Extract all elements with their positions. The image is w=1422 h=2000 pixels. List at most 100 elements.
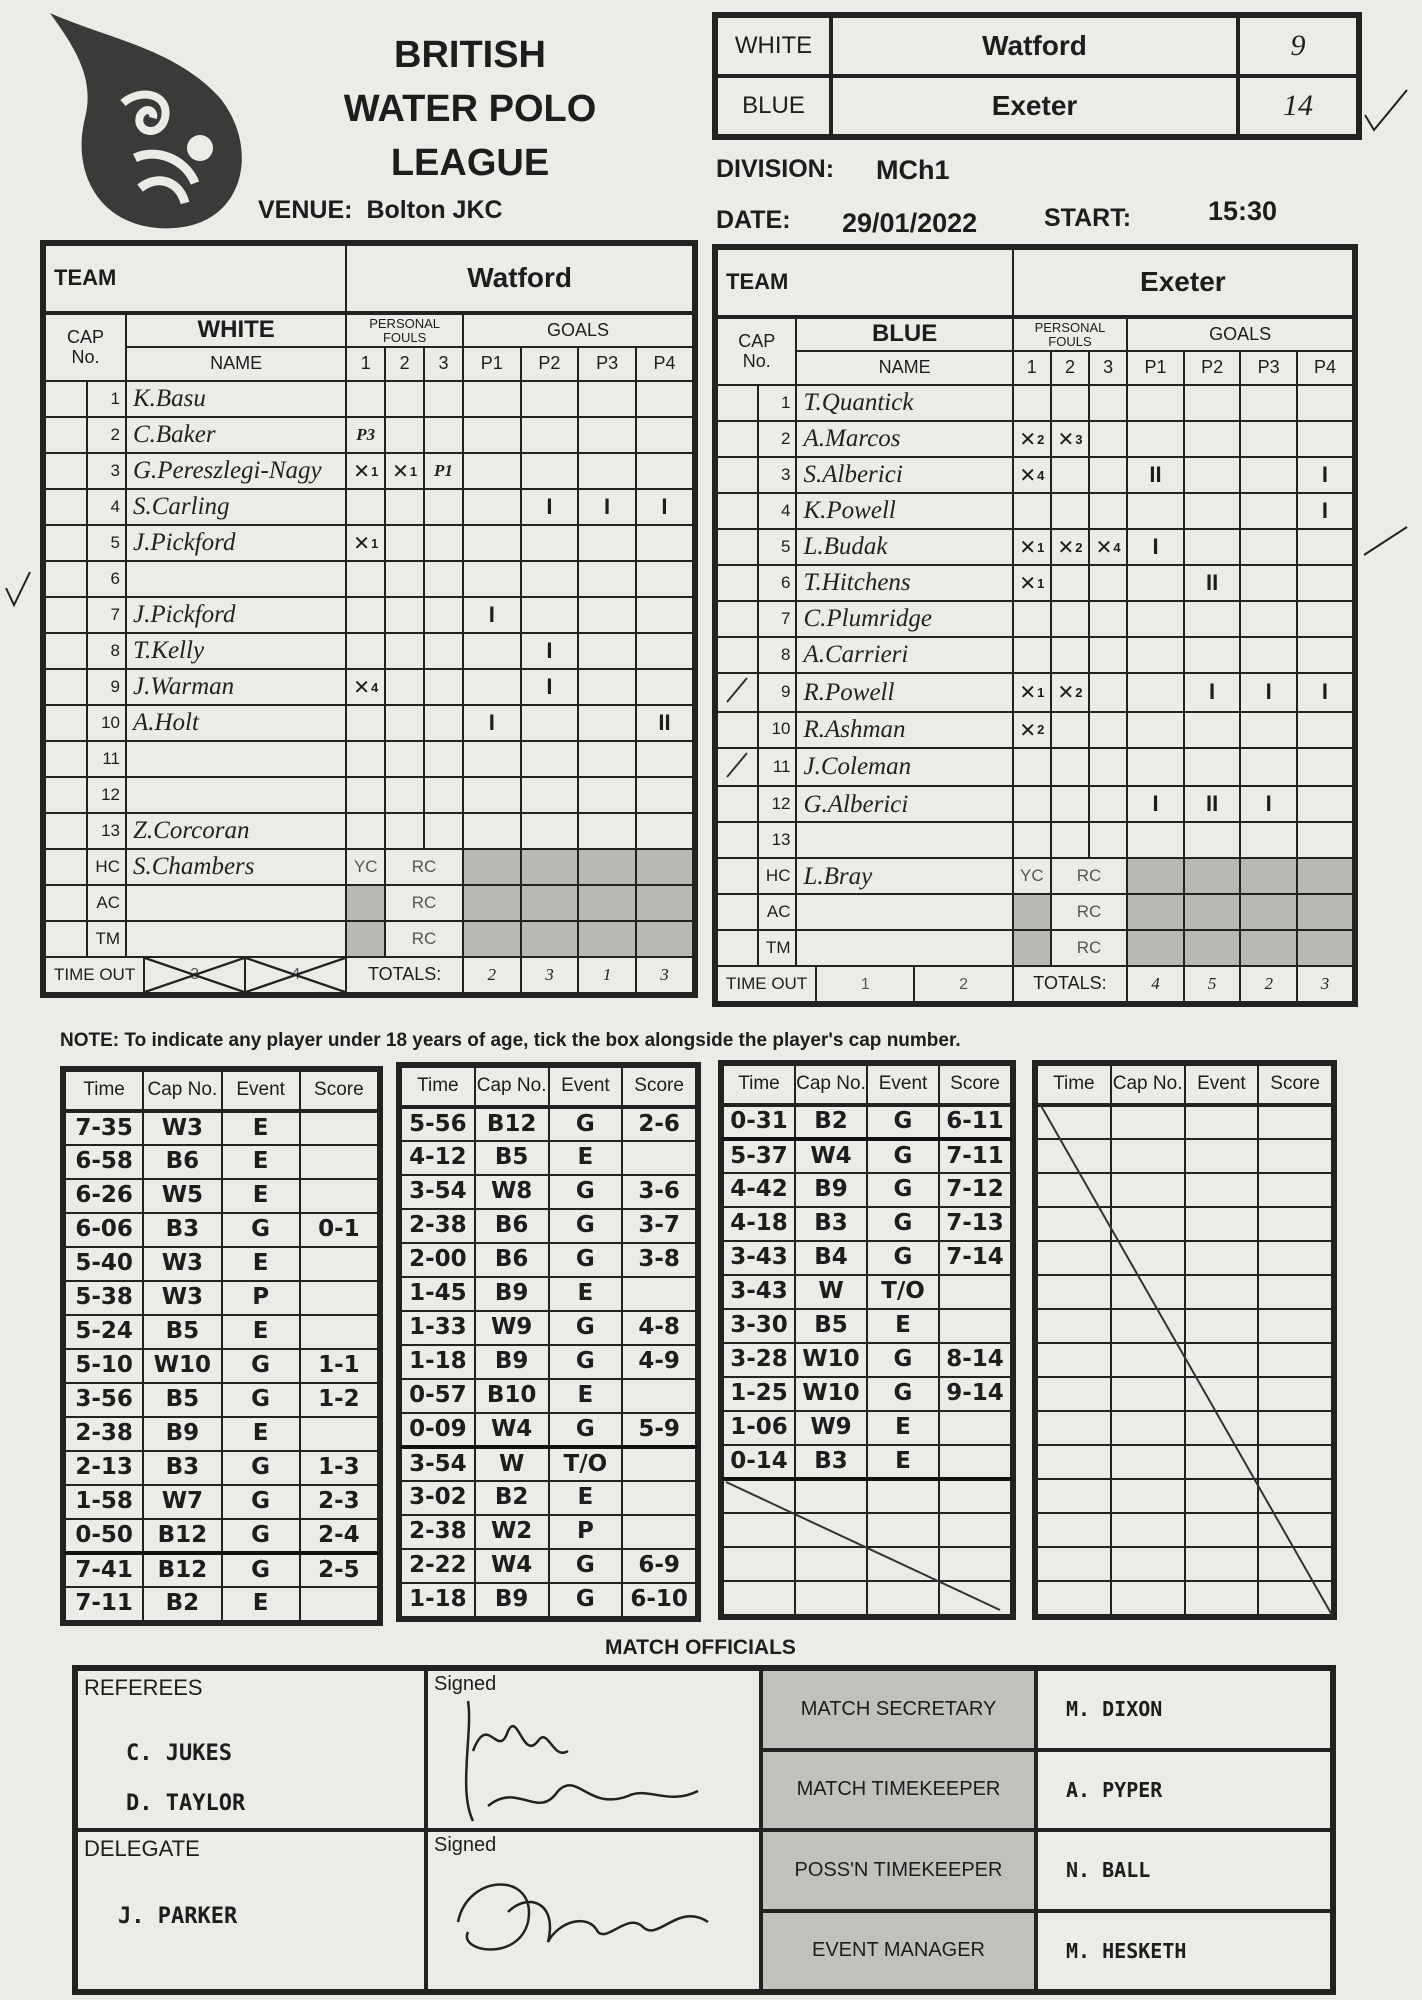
- personal-foul-cell: [1088, 710, 1129, 749]
- under-18-checkbox[interactable]: [43, 668, 89, 706]
- personal-foul-cell: ✕ 2: [1049, 672, 1091, 713]
- goal-tally: [1295, 600, 1355, 638]
- foul-mark: ✕ 1: [348, 455, 383, 487]
- personal-foul-cell: ✕ 2: [1011, 420, 1052, 458]
- time-out-box[interactable]: 4: [244, 959, 345, 991]
- goal-tally: [1126, 420, 1185, 458]
- time-out-box[interactable]: 3: [143, 959, 245, 991]
- personal-foul-cell: [1049, 710, 1091, 749]
- period-column-header: P4: [1295, 350, 1355, 386]
- period-column-header: P3: [577, 346, 637, 382]
- under-18-checkbox[interactable]: [715, 636, 760, 674]
- event-time: 3-28: [722, 1342, 796, 1378]
- player-row: 13: [715, 821, 1355, 860]
- personal-foul-cell: P1: [423, 452, 464, 490]
- event-score: [298, 1144, 380, 1180]
- event-event: T/O: [866, 1274, 940, 1310]
- time-out-box[interactable]: 1: [815, 968, 913, 1001]
- event-header-row: Time Cap No. Event Score: [63, 1070, 380, 1113]
- under-18-checkbox[interactable]: [43, 632, 89, 670]
- period-total: 1: [577, 956, 637, 994]
- player-row: 1 T.Quantick: [715, 384, 1355, 422]
- time-out-box[interactable]: 2: [913, 968, 1010, 1001]
- cap-no-header: CAP No.: [44, 312, 127, 382]
- event-score: [298, 1416, 380, 1452]
- under-18-checkbox[interactable]: [715, 746, 760, 788]
- cap-number: 5: [757, 528, 798, 566]
- personal-foul-cell: [1088, 456, 1129, 494]
- under-18-checkbox[interactable]: [715, 785, 760, 824]
- event-event: G: [220, 1484, 301, 1520]
- cap-number: 1: [757, 384, 798, 422]
- under-18-checkbox[interactable]: [43, 596, 89, 634]
- goal-tally: I: [519, 668, 580, 706]
- personal-foul-cell: [1049, 384, 1091, 422]
- personal-foul-cell: [384, 596, 426, 634]
- header-row: CAP No. WHITE PERSONAL FOULS GOALS: [44, 312, 695, 382]
- under-18-checkbox[interactable]: [43, 416, 89, 454]
- event-row: [1036, 1138, 1333, 1174]
- event-row: [722, 1580, 1012, 1616]
- totals-label: TOTALS:: [345, 956, 464, 994]
- under-18-checkbox[interactable]: [43, 812, 89, 850]
- event-time: [1036, 1240, 1112, 1276]
- under-18-checkbox[interactable]: [715, 492, 760, 530]
- goal-tally: I: [1239, 672, 1298, 713]
- shaded-cell: [519, 884, 580, 922]
- period-total: 3: [1295, 965, 1355, 1004]
- personal-foul-cell: [345, 776, 387, 814]
- goal-tally: [1239, 564, 1298, 602]
- under-18-checkbox[interactable]: [715, 528, 760, 566]
- tick-mark-icon: [725, 677, 748, 703]
- event-row: [1036, 1512, 1333, 1548]
- referee-signature: [464, 1700, 699, 1822]
- under-18-checkbox[interactable]: [715, 710, 760, 749]
- under-18-checkbox[interactable]: [715, 564, 760, 602]
- no-label: No.: [742, 350, 771, 371]
- cap-header: Cap No.: [1109, 1064, 1186, 1107]
- under-18-checkbox[interactable]: [43, 740, 89, 778]
- personal-foul-cell: [423, 740, 464, 778]
- under-18-checkbox[interactable]: [43, 488, 89, 526]
- period-column-header: P1: [461, 346, 522, 382]
- goal-tally: [1239, 746, 1298, 788]
- under-18-checkbox[interactable]: [715, 384, 760, 422]
- event-row: 5-24 B5 E: [63, 1314, 380, 1350]
- score-header: Score: [938, 1064, 1012, 1107]
- event-event: E: [866, 1308, 940, 1344]
- under-18-checkbox[interactable]: [43, 524, 89, 562]
- player-row: 4 K.Powell I: [715, 492, 1355, 530]
- shaded-cell: [461, 884, 522, 922]
- under-18-checkbox[interactable]: [715, 420, 760, 458]
- event-row: [1036, 1240, 1333, 1276]
- goal-tally: [519, 740, 580, 778]
- period-total: 2: [1239, 965, 1298, 1004]
- under-18-checkbox[interactable]: [715, 456, 760, 494]
- event-row: 2-38 B6 G 3-7: [400, 1208, 697, 1244]
- personal-foul-cell: ✕ 1: [1011, 564, 1052, 602]
- under-18-checkbox[interactable]: [715, 600, 760, 638]
- under-18-checkbox[interactable]: [43, 560, 89, 598]
- under-18-checkbox[interactable]: [715, 821, 760, 860]
- name-header: NAME: [124, 346, 348, 382]
- cap-label: CAP: [66, 326, 104, 347]
- cap-number: 13: [86, 812, 127, 850]
- personal-foul-cell: [1011, 785, 1052, 824]
- under-18-checkbox[interactable]: [715, 672, 760, 713]
- foul-mark: ✕ 1: [1015, 567, 1049, 599]
- under-18-checkbox[interactable]: [43, 452, 89, 490]
- event-event: G: [547, 1174, 624, 1210]
- cap-number: 6: [757, 564, 798, 602]
- under-18-checkbox[interactable]: [43, 776, 89, 814]
- under-18-checkbox[interactable]: [43, 704, 89, 742]
- event-cap: B5: [473, 1140, 550, 1176]
- event-event: G: [220, 1212, 301, 1248]
- event-time: 3-54: [400, 1174, 476, 1210]
- team-manager-name: [124, 920, 348, 958]
- under-18-checkbox[interactable]: [43, 380, 89, 418]
- event-event: E: [220, 1416, 301, 1452]
- assistant-coach-name: [795, 893, 1014, 932]
- goal-tally: [634, 452, 695, 490]
- event-cap: B9: [473, 1276, 550, 1312]
- period-total: 4: [1126, 965, 1185, 1004]
